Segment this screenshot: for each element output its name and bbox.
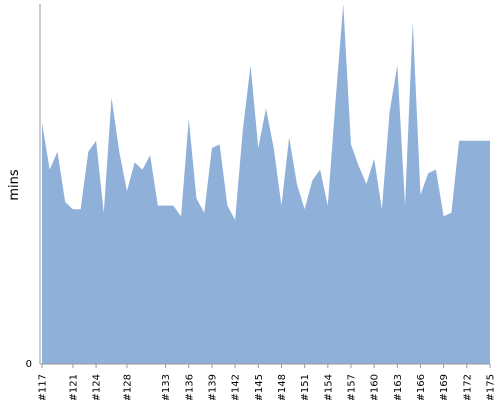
x-tick-label: #166 xyxy=(416,374,427,400)
x-tick-label: #139 xyxy=(207,374,218,400)
plot-area xyxy=(42,4,490,364)
x-tick-label: #163 xyxy=(393,374,404,400)
x-tick-label: #172 xyxy=(462,374,473,400)
x-tick-label: #136 xyxy=(184,374,195,400)
area-series xyxy=(42,4,490,364)
x-tick-label: #157 xyxy=(346,374,357,400)
x-tick-label: #124 xyxy=(92,374,103,400)
x-tick-label: #145 xyxy=(254,374,265,400)
x-tick-label: #128 xyxy=(122,374,133,400)
y-axis-title: mins xyxy=(7,169,22,201)
y-tick-label: 0 xyxy=(26,359,32,370)
x-tick-label: #121 xyxy=(68,374,79,400)
x-tick-label: #154 xyxy=(323,374,334,400)
x-tick-label: #151 xyxy=(300,374,311,400)
x-tick-label: #142 xyxy=(231,374,242,400)
x-tick-label: #148 xyxy=(277,374,288,400)
x-tick-label: #175 xyxy=(486,374,497,400)
x-axis-ticks: #117 #121 #124 #128 #133 #136 #139 #142 #145 #148… xyxy=(38,364,497,400)
x-tick-label: #169 xyxy=(439,374,450,400)
x-tick-label: #117 xyxy=(38,374,49,400)
x-tick-label: #133 xyxy=(161,374,172,400)
y-axis-ticks: 0 xyxy=(26,359,32,370)
x-tick-label: #160 xyxy=(370,374,381,400)
